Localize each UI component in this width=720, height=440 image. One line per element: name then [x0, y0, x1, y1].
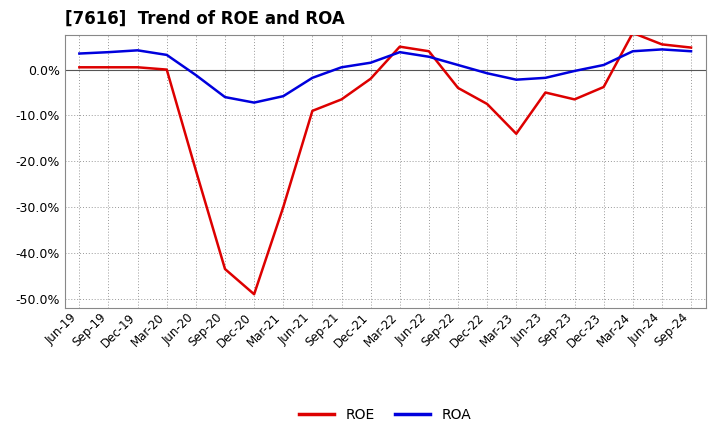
ROE	[541, 90, 550, 95]
ROA	[599, 62, 608, 68]
ROA	[366, 60, 375, 66]
ROA	[687, 48, 696, 54]
ROE	[133, 65, 142, 70]
Text: [7616]  Trend of ROE and ROA: [7616] Trend of ROE and ROA	[65, 10, 345, 28]
ROE	[395, 44, 404, 49]
Line: ROA: ROA	[79, 49, 691, 103]
ROE	[570, 97, 579, 102]
ROA	[133, 48, 142, 53]
Legend: ROE, ROA: ROE, ROA	[294, 402, 477, 427]
ROE	[337, 97, 346, 102]
ROE	[279, 205, 287, 210]
ROA	[337, 65, 346, 70]
ROA	[163, 52, 171, 58]
ROA	[308, 75, 317, 81]
ROE	[425, 48, 433, 54]
ROA	[425, 54, 433, 59]
ROA	[279, 94, 287, 99]
ROA	[220, 95, 229, 100]
ROA	[541, 75, 550, 81]
ROE	[599, 84, 608, 90]
ROA	[250, 100, 258, 105]
ROE	[75, 65, 84, 70]
ROA	[104, 50, 113, 55]
ROE	[366, 76, 375, 81]
ROE	[104, 65, 113, 70]
ROA	[454, 62, 462, 68]
ROA	[657, 47, 666, 52]
ROA	[75, 51, 84, 56]
ROA	[395, 50, 404, 55]
ROE	[657, 42, 666, 47]
ROE	[163, 67, 171, 72]
ROE	[687, 45, 696, 50]
ROA	[192, 73, 200, 78]
ROE	[483, 101, 492, 106]
ROA	[629, 48, 637, 54]
ROA	[483, 70, 492, 76]
ROE	[454, 85, 462, 91]
Line: ROE: ROE	[79, 33, 691, 294]
ROE	[629, 30, 637, 36]
ROA	[570, 68, 579, 73]
ROE	[250, 292, 258, 297]
ROE	[308, 108, 317, 114]
ROE	[220, 266, 229, 271]
ROA	[512, 77, 521, 82]
ROE	[192, 168, 200, 173]
ROE	[512, 131, 521, 136]
